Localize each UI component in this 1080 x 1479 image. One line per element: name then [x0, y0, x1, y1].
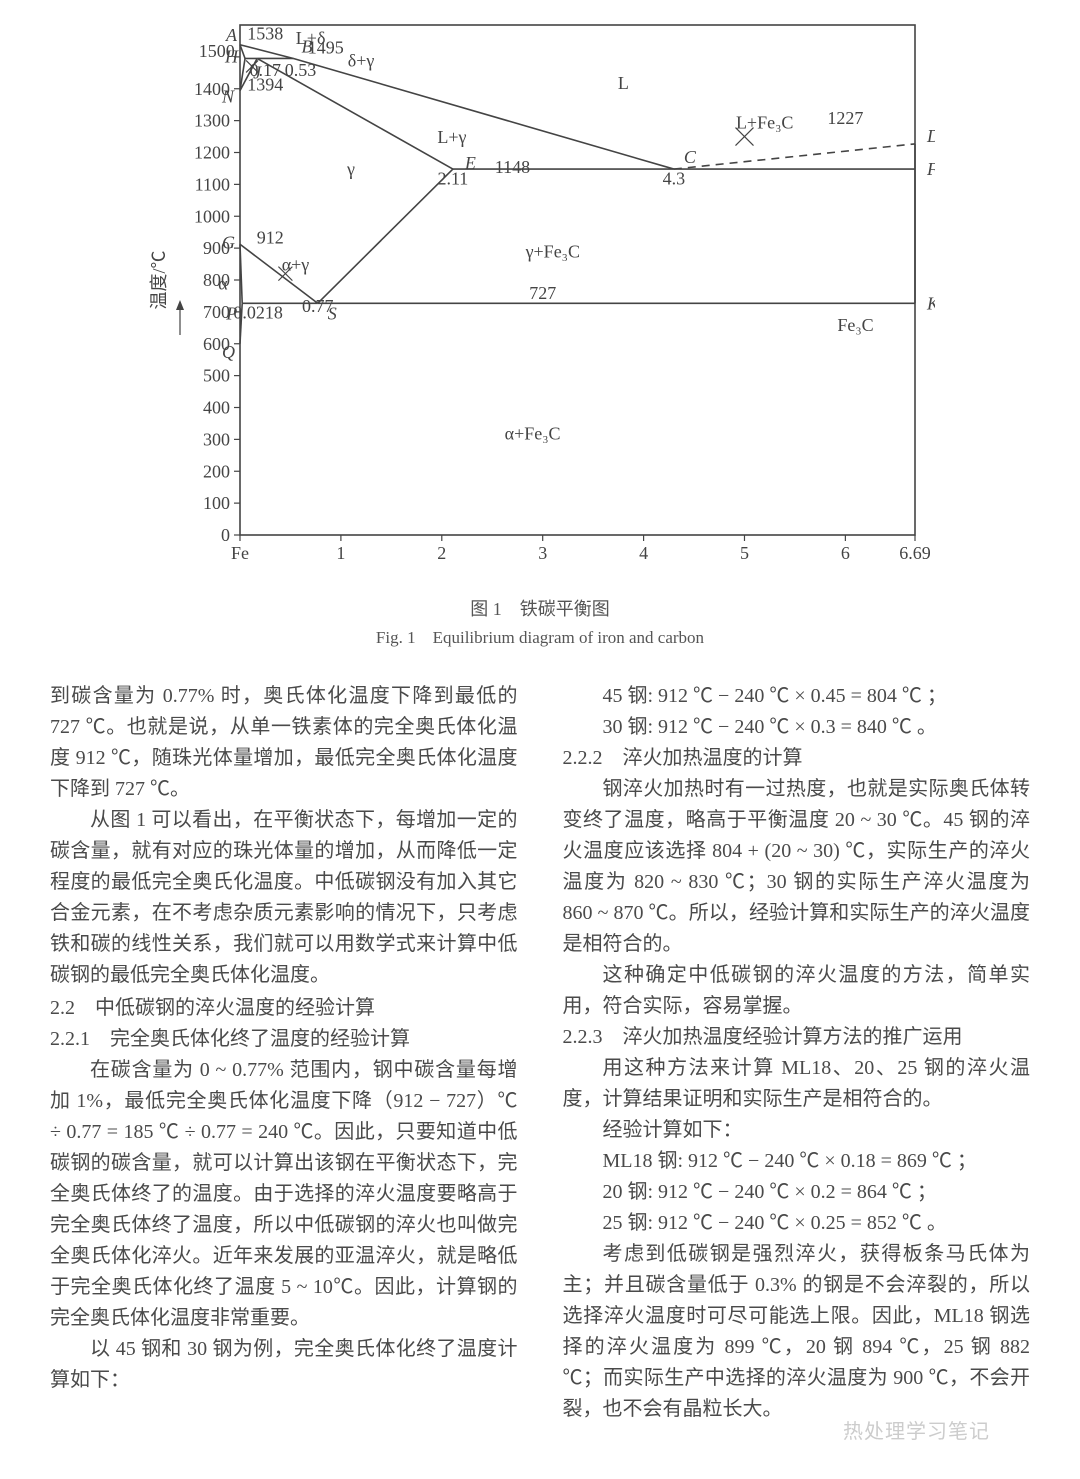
svg-text:200: 200 — [203, 461, 230, 481]
text-block: 这种确定中低碳钢的淬火温度的方法，简单实用，符合实际，容易掌握。 — [563, 960, 1031, 1022]
svg-text:4.3: 4.3 — [663, 168, 686, 188]
svg-text:0.53: 0.53 — [285, 60, 317, 80]
text-block: 20 钢: 912 ℃ − 240 ℃ × 0.2 = 864 ℃ ； — [563, 1177, 1031, 1208]
svg-text:K: K — [926, 293, 935, 313]
svg-text:5: 5 — [740, 543, 749, 563]
phase-diagram-svg: 0100200300400500600700800900100011001200… — [145, 15, 935, 580]
svg-text:3: 3 — [538, 543, 547, 563]
svg-text:Fe₃C: Fe₃C — [837, 315, 873, 335]
watermark: 热处理学习笔记 — [843, 1415, 990, 1444]
text-block: 在碳含量为 0 ~ 0.77% 范围内，钢中碳含量每增加 1%，最低完全奥氏体化… — [50, 1055, 518, 1334]
svg-text:0: 0 — [221, 525, 230, 545]
svg-text:1: 1 — [336, 543, 345, 563]
text-block: 到碳含量为 0.77% 时，奥氏体化温度下降到最低的 727 ℃。也就是说，从单… — [50, 681, 518, 805]
svg-text:1148: 1148 — [495, 157, 530, 177]
svg-text:1500: 1500 — [199, 41, 235, 61]
text-block: 从图 1 可以看出，在平衡状态下，每增加一定的碳含量，就有对应的珠光体量的增加，… — [50, 805, 518, 991]
svg-text:L: L — [618, 73, 629, 93]
svg-text:0.17: 0.17 — [249, 60, 281, 80]
svg-text:温度/℃: 温度/℃ — [149, 250, 169, 309]
svg-text:γ: γ — [346, 159, 355, 179]
svg-text:F: F — [926, 159, 935, 179]
svg-text:1200: 1200 — [194, 143, 230, 163]
svg-text:1227: 1227 — [827, 108, 863, 128]
text-block: 用这种方法来计算 ML18、20、25 钢的淬火温度，计算结果证明和实际生产是相… — [563, 1053, 1031, 1115]
svg-text:300: 300 — [203, 429, 230, 449]
text-block: 经验计算如下： — [563, 1115, 1031, 1146]
caption-cn: 图 1 铁碳平衡图 — [50, 595, 1030, 624]
svg-text:G: G — [222, 232, 235, 252]
text-block: 2.2.3 淬火加热温度经验计算方法的推广运用 — [563, 1022, 1031, 1053]
text-block: 2.2.1 完全奥氏体化终了温度的经验计算 — [50, 1024, 518, 1055]
svg-text:Fe: Fe — [231, 543, 249, 563]
figure-captions: 图 1 铁碳平衡图 Fig. 1 Equilibrium diagram of … — [50, 595, 1030, 651]
text-block: 30 钢: 912 ℃ − 240 ℃ × 0.3 = 840 ℃ 。 — [563, 712, 1031, 743]
svg-text:1300: 1300 — [194, 111, 230, 131]
text-block: 45 钢: 912 ℃ − 240 ℃ × 0.45 = 804 ℃ ； — [563, 681, 1031, 712]
svg-text:0.0218: 0.0218 — [233, 302, 283, 322]
left-column: 到碳含量为 0.77% 时，奥氏体化温度下降到最低的 727 ℃。也就是说，从单… — [50, 681, 518, 1425]
text-block: 2.2 中低碳钢的淬火温度的经验计算 — [50, 993, 518, 1024]
svg-text:6: 6 — [841, 543, 850, 563]
svg-text:0.77: 0.77 — [302, 296, 334, 316]
svg-text:D: D — [926, 126, 935, 146]
svg-text:1538: 1538 — [247, 23, 283, 43]
svg-text:N: N — [221, 87, 235, 107]
svg-text:Q: Q — [222, 342, 235, 362]
svg-text:100: 100 — [203, 493, 230, 513]
svg-text:γ+Fe₃C: γ+Fe₃C — [525, 242, 580, 262]
svg-text:4: 4 — [639, 543, 648, 563]
text-block: 钢淬火加热时有一过热度，也就是实际奥氏体转变终了温度，略高于平衡温度 20 ~ … — [563, 774, 1031, 960]
svg-text:α: α — [218, 274, 228, 294]
svg-text:500: 500 — [203, 366, 230, 386]
text-columns: 到碳含量为 0.77% 时，奥氏体化温度下降到最低的 727 ℃。也就是说，从单… — [50, 681, 1030, 1425]
svg-text:L+Fe₃C: L+Fe₃C — [736, 113, 793, 133]
svg-text:912: 912 — [257, 227, 284, 247]
svg-text:1100: 1100 — [195, 174, 230, 194]
svg-text:727: 727 — [529, 283, 556, 303]
caption-en: Fig. 1 Equilibrium diagram of iron and c… — [50, 624, 1030, 651]
svg-text:L+γ: L+γ — [437, 127, 466, 147]
text-block: ML18 钢: 912 ℃ − 240 ℃ × 0.18 = 869 ℃ ； — [563, 1146, 1031, 1177]
text-block: 25 钢: 912 ℃ − 240 ℃ × 0.25 = 852 ℃ 。 — [563, 1208, 1031, 1239]
text-block: 以 45 钢和 30 钢为例，完全奥氏体化终了温度计算如下： — [50, 1334, 518, 1396]
svg-text:6.69: 6.69 — [899, 543, 931, 563]
text-block: 考虑到低碳钢是强烈淬火，获得板条马氏体为主；并且碳含量低于 0.3% 的钢是不会… — [563, 1239, 1031, 1425]
svg-text:δ+γ: δ+γ — [348, 50, 375, 70]
svg-text:1495: 1495 — [308, 38, 344, 58]
svg-text:2: 2 — [437, 543, 446, 563]
svg-text:2.11: 2.11 — [437, 168, 468, 188]
svg-text:C: C — [684, 147, 697, 167]
svg-text:400: 400 — [203, 398, 230, 418]
text-block: 2.2.2 淬火加热温度的计算 — [563, 743, 1031, 774]
svg-text:α+Fe₃C: α+Fe₃C — [505, 423, 561, 443]
right-column: 45 钢: 912 ℃ − 240 ℃ × 0.45 = 804 ℃ ；30 钢… — [563, 681, 1031, 1425]
svg-text:α+γ: α+γ — [282, 254, 310, 274]
svg-text:1000: 1000 — [194, 206, 230, 226]
phase-diagram: 0100200300400500600700800900100011001200… — [145, 15, 935, 585]
